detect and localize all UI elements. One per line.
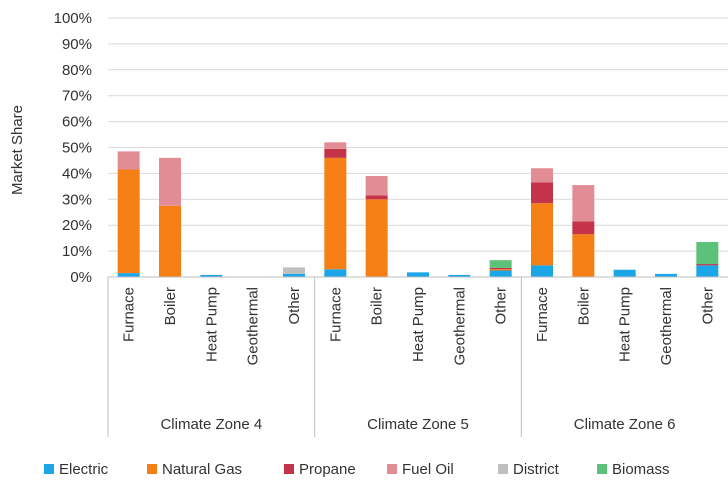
bar-segment-electric (324, 269, 347, 277)
x-category-label: Geothermal (245, 287, 262, 365)
legend-label: District (513, 461, 560, 478)
legend-label: Natural Gas (162, 461, 242, 478)
bar-segment-fuel-oil (365, 175, 388, 196)
y-axis-label: Market Share (9, 105, 26, 195)
x-category-label: Heat Pump (203, 287, 220, 362)
x-category-label: Geothermal (451, 287, 468, 365)
bar-segment-fuel-oil (117, 151, 140, 170)
bar-segment-fuel-oil (572, 185, 595, 222)
legend-label: Fuel Oil (402, 461, 454, 478)
bar-segment-propane (489, 267, 512, 270)
x-category-label: Heat Pump (617, 287, 634, 362)
bar-segment-natural-gas (489, 269, 512, 271)
bar-segment-natural-gas (159, 205, 181, 277)
bar-segment-electric (696, 265, 719, 277)
x-category-label: Boiler (162, 287, 179, 325)
x-category-label: Boiler (575, 287, 592, 325)
bar-segment-natural-gas (324, 157, 347, 270)
x-axis-category-labels: Furnace Boiler Heat Pump Geothermal Other Fur… (121, 287, 717, 365)
bar-segment-propane (365, 195, 388, 200)
bar-segment-natural-gas (365, 199, 388, 277)
bar-segment-electric (448, 274, 471, 277)
legend-label: Biomass (612, 461, 670, 478)
bar-segment-electric (407, 272, 429, 277)
y-tick-label: 70% (62, 88, 92, 105)
x-group-label: Climate Zone 5 (367, 416, 469, 433)
bar-segment-propane (531, 182, 553, 204)
bar-segment-natural-gas (531, 203, 553, 266)
legend-label: Electric (59, 461, 109, 478)
bar-segment-fuel-oil (324, 142, 347, 149)
x-category-label: Furnace (534, 287, 551, 342)
bar-segment-fuel-oil (159, 157, 181, 206)
x-category-label: Heat Pump (410, 287, 427, 362)
gridlines (108, 17, 728, 252)
bar-segment-natural-gas (117, 169, 140, 274)
bar-segment-electric (117, 273, 140, 277)
x-group-label: Climate Zone 4 (160, 416, 262, 433)
x-group-label: Climate Zone 6 (574, 416, 676, 433)
bar-segment-electric (531, 265, 553, 277)
bar-segment-district (283, 267, 305, 274)
y-tick-label: 40% (62, 165, 92, 182)
x-category-label: Furnace (121, 287, 138, 342)
y-tick-label: 50% (62, 140, 92, 157)
x-category-label: Other (493, 287, 510, 325)
x-category-label: Geothermal (658, 287, 675, 365)
x-axis (107, 276, 728, 437)
bar-segment-electric (655, 273, 677, 277)
y-tick-label: 80% (62, 62, 92, 79)
bar-segment-electric (489, 270, 512, 277)
y-tick-label: 100% (54, 10, 92, 27)
x-category-label: Other (286, 287, 303, 325)
legend-label: Propane (299, 461, 356, 478)
bar-segment-fuel-oil (531, 168, 553, 183)
bar-segment-propane (572, 221, 595, 235)
legend-swatch (498, 464, 508, 474)
y-tick-label: 0% (70, 269, 92, 286)
legend-swatch (387, 464, 397, 474)
y-tick-label: 30% (62, 191, 92, 208)
bar-segment-propane (324, 148, 347, 158)
bar-segment-electric (613, 269, 636, 277)
y-axis-ticks: 0% 10% 20% 30% 40% 50% 60% 70% 80% 90% 100% (54, 10, 92, 286)
x-category-label: Furnace (327, 287, 344, 342)
y-tick-label: 90% (62, 36, 92, 53)
legend-swatch (147, 464, 157, 474)
x-axis-group-labels: Climate Zone 4 Climate Zone 5 Climate Zone… (160, 416, 675, 433)
x-category-label: Boiler (369, 287, 386, 325)
bars (117, 142, 719, 277)
bar-segment-natural-gas (572, 234, 595, 277)
bar-segment-propane (696, 264, 719, 266)
bar-segment-electric (283, 273, 305, 277)
legend-swatch (597, 464, 607, 474)
y-tick-label: 60% (62, 114, 92, 131)
bar-segment-biomass (696, 242, 719, 265)
y-tick-label: 20% (62, 217, 92, 234)
legend-swatch (44, 464, 54, 474)
bar-segment-biomass (489, 260, 512, 268)
legend-swatch (284, 464, 294, 474)
x-category-label: Other (699, 287, 716, 325)
bar-segment-electric (200, 274, 223, 277)
y-tick-label: 10% (62, 243, 92, 260)
legend: Electric Natural Gas Propane Fuel Oil Distri… (44, 461, 670, 478)
